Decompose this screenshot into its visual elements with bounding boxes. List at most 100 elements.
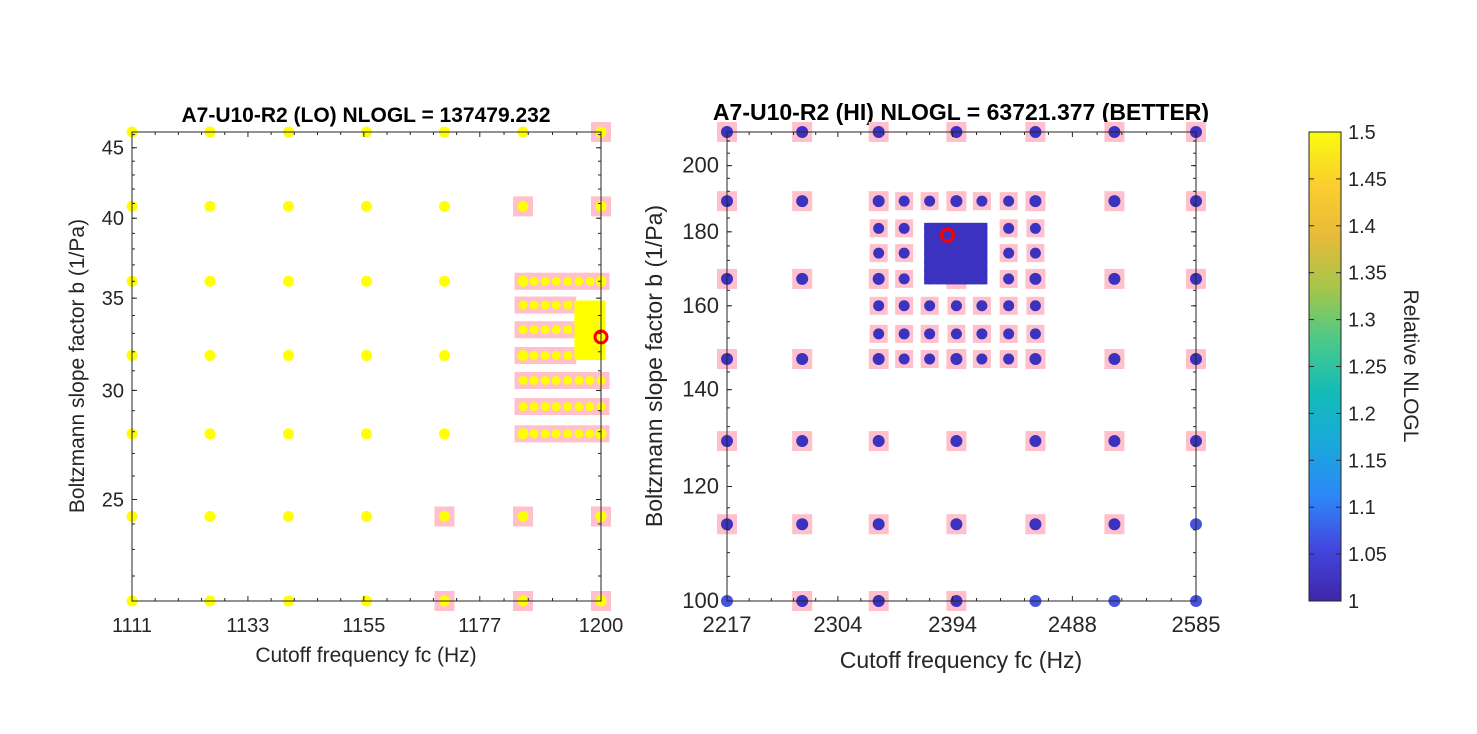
data-point [529, 300, 539, 310]
data-point [976, 195, 988, 207]
data-point [873, 328, 885, 340]
data-point [204, 275, 216, 287]
axis-ticks-hi: 2217 2304 2394 2488 2585 100 120 140 160 180 200 [682, 132, 1220, 637]
colorbar: 1 1.05 1.1 1.15 1.2 1.25 1.3 1.35 1.4 1.45 1.5 Rel… [1308, 122, 1422, 613]
data-point [204, 200, 216, 212]
data-point [204, 428, 216, 440]
data-point [898, 353, 910, 365]
data-point [529, 376, 539, 386]
data-point [563, 376, 573, 386]
data-point [941, 273, 953, 285]
y-tick-label: 100 [682, 588, 719, 613]
data-point [967, 256, 979, 268]
data-point [1108, 353, 1121, 366]
colorbar-tick-label: 1.35 [1348, 263, 1387, 285]
data-point [438, 428, 450, 440]
data-point [563, 325, 573, 335]
data-point [551, 276, 561, 286]
data-point [574, 402, 584, 412]
data-point [551, 429, 561, 439]
data-point [796, 272, 809, 285]
data-point [438, 350, 450, 362]
data-point [518, 402, 528, 412]
data-point [361, 428, 372, 440]
data-point [958, 273, 970, 285]
colorbar-tick-label: 1 [1348, 591, 1359, 613]
x-axis-label-lo: Cutoff frequency fc (Hz) [255, 644, 476, 667]
data-point [563, 300, 573, 310]
data-point [540, 351, 550, 361]
data-point [967, 222, 979, 234]
data-point [941, 248, 953, 260]
data-point [540, 429, 550, 439]
data-point [950, 353, 962, 365]
colorbar-tick-label: 1.05 [1348, 544, 1387, 566]
data-point [976, 239, 988, 251]
data-point [1003, 300, 1015, 312]
data-point [976, 248, 988, 260]
x-tick-label: 2585 [1172, 612, 1221, 637]
data-point [585, 402, 595, 412]
data-point [529, 402, 539, 412]
data-point [529, 276, 539, 286]
data-point [1003, 222, 1015, 234]
y-tick-label: 120 [682, 473, 719, 498]
data-point [574, 276, 584, 286]
data-point [976, 273, 988, 285]
colorbar-tick-label: 1.2 [1348, 403, 1376, 425]
data-point [924, 300, 936, 312]
x-tick-label: 1177 [458, 615, 501, 637]
data-point [361, 275, 372, 287]
axes-box-hi [726, 131, 1197, 602]
best-fit-marker [939, 227, 955, 243]
data-point [932, 222, 944, 234]
y-axis-label-hi: Boltzmann slope factor b (1/Pa) [641, 205, 667, 527]
data-point [898, 247, 910, 259]
data-point [924, 328, 936, 340]
data-point [932, 264, 944, 276]
data-point [967, 239, 979, 251]
data-point [898, 300, 910, 312]
data-point [941, 264, 953, 276]
data-point [1029, 353, 1041, 365]
data-point [517, 510, 529, 522]
data-point [1029, 195, 1041, 207]
data-point [518, 300, 528, 310]
data-point [551, 376, 561, 386]
data-point [967, 264, 979, 276]
data-point [1029, 435, 1042, 448]
data-point [924, 239, 936, 251]
data-point [1003, 247, 1015, 259]
data-point [976, 264, 988, 276]
data-point [976, 353, 988, 365]
x-tick-label: 1111 [112, 615, 152, 637]
data-point [924, 264, 936, 276]
data-point [438, 510, 450, 522]
data-point [976, 300, 988, 312]
data-point [976, 222, 988, 234]
data-point [950, 518, 963, 531]
data-point [950, 328, 962, 340]
data-point [950, 248, 962, 260]
data-point [1029, 300, 1041, 312]
data-point [873, 273, 885, 285]
colorbar-tick-label: 1.25 [1348, 357, 1387, 379]
data-point [1029, 328, 1041, 340]
data-point [932, 256, 944, 268]
data-point [517, 200, 529, 212]
data-point [976, 231, 988, 243]
data-point [1003, 195, 1015, 207]
colorbar-tick-label: 1.45 [1348, 169, 1387, 191]
x-tick-label: 2394 [928, 612, 977, 637]
data-point [361, 510, 372, 522]
data-point [1108, 435, 1121, 448]
data-point [585, 429, 595, 439]
colorbar-tick-label: 1.4 [1348, 216, 1376, 238]
colorbar-tick-label: 1.1 [1348, 497, 1376, 519]
axes-box-lo [131, 131, 602, 602]
data-point [551, 300, 561, 310]
data-point [518, 376, 528, 386]
data-point [283, 275, 295, 287]
data-point [950, 239, 962, 251]
y-tick-label: 40 [102, 208, 124, 230]
